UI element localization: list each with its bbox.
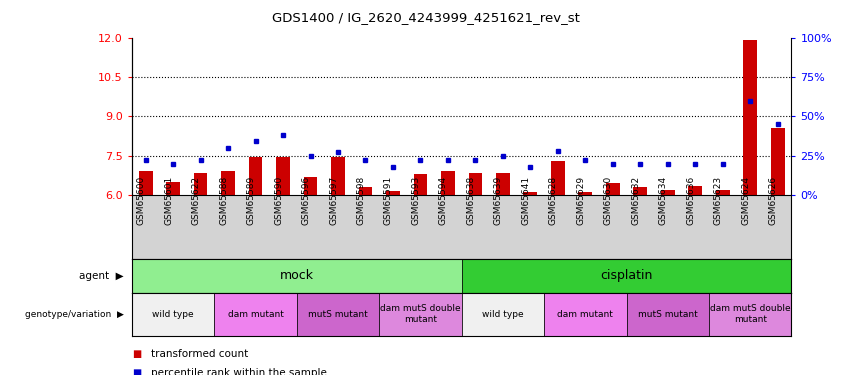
Text: GSM65623: GSM65623 bbox=[714, 176, 722, 225]
Text: GSM65626: GSM65626 bbox=[768, 176, 778, 225]
Text: GSM65639: GSM65639 bbox=[494, 176, 503, 225]
Text: wild type: wild type bbox=[152, 310, 194, 319]
Text: GSM65600: GSM65600 bbox=[137, 176, 146, 225]
Bar bbox=[469, 173, 483, 195]
Bar bbox=[194, 173, 208, 195]
Bar bbox=[277, 157, 290, 195]
Bar bbox=[331, 157, 345, 195]
Text: wild type: wild type bbox=[482, 310, 523, 319]
Bar bbox=[579, 192, 592, 195]
Text: GSM65634: GSM65634 bbox=[659, 176, 668, 225]
Text: dam mutant: dam mutant bbox=[227, 310, 283, 319]
Bar bbox=[297, 292, 380, 336]
Text: GSM65632: GSM65632 bbox=[631, 176, 640, 225]
Bar bbox=[386, 191, 400, 195]
Text: dam mutS double
mutant: dam mutS double mutant bbox=[380, 304, 460, 324]
Text: GSM65594: GSM65594 bbox=[439, 176, 448, 225]
Bar bbox=[626, 292, 709, 336]
Text: GSM65596: GSM65596 bbox=[301, 176, 311, 225]
Bar bbox=[132, 259, 461, 292]
Text: mutS mutant: mutS mutant bbox=[638, 310, 698, 319]
Text: GSM65628: GSM65628 bbox=[549, 176, 558, 225]
Bar bbox=[441, 171, 454, 195]
Bar bbox=[248, 157, 262, 195]
Text: percentile rank within the sample: percentile rank within the sample bbox=[151, 368, 327, 375]
Bar bbox=[709, 292, 791, 336]
Text: GSM65636: GSM65636 bbox=[686, 176, 695, 225]
Bar bbox=[523, 192, 537, 195]
Bar bbox=[633, 187, 647, 195]
Bar bbox=[661, 190, 675, 195]
Text: dam mutant: dam mutant bbox=[557, 310, 614, 319]
Bar bbox=[461, 259, 791, 292]
Bar bbox=[358, 187, 373, 195]
Text: GSM65593: GSM65593 bbox=[411, 176, 420, 225]
Text: GSM65641: GSM65641 bbox=[522, 176, 530, 225]
Text: agent  ▶: agent ▶ bbox=[79, 271, 123, 280]
Bar bbox=[606, 183, 620, 195]
Bar bbox=[380, 292, 462, 336]
Bar bbox=[544, 292, 626, 336]
Bar bbox=[716, 190, 729, 195]
Bar bbox=[461, 292, 544, 336]
Bar bbox=[139, 171, 152, 195]
Text: GSM65598: GSM65598 bbox=[357, 176, 365, 225]
Bar bbox=[688, 186, 702, 195]
Text: GDS1400 / IG_2620_4243999_4251621_rev_st: GDS1400 / IG_2620_4243999_4251621_rev_st bbox=[271, 11, 580, 24]
Text: GSM65590: GSM65590 bbox=[274, 176, 283, 225]
Text: GSM65589: GSM65589 bbox=[247, 176, 255, 225]
Bar bbox=[214, 292, 297, 336]
Bar bbox=[496, 173, 510, 195]
Text: GSM65601: GSM65601 bbox=[164, 176, 173, 225]
Text: GSM65638: GSM65638 bbox=[466, 176, 476, 225]
Text: GSM65597: GSM65597 bbox=[329, 176, 338, 225]
Bar bbox=[743, 40, 757, 195]
Bar bbox=[132, 292, 214, 336]
Text: GSM65624: GSM65624 bbox=[741, 176, 751, 225]
Text: GSM65629: GSM65629 bbox=[576, 176, 585, 225]
Text: GSM65630: GSM65630 bbox=[604, 176, 613, 225]
Text: dam mutS double
mutant: dam mutS double mutant bbox=[710, 304, 791, 324]
Text: transformed count: transformed count bbox=[151, 350, 248, 359]
Text: mutS mutant: mutS mutant bbox=[308, 310, 368, 319]
Text: GSM65591: GSM65591 bbox=[384, 176, 393, 225]
Bar bbox=[771, 128, 785, 195]
Bar bbox=[166, 182, 180, 195]
Bar bbox=[221, 171, 235, 195]
Text: ■: ■ bbox=[132, 368, 141, 375]
Text: cisplatin: cisplatin bbox=[600, 269, 653, 282]
Bar bbox=[304, 177, 317, 195]
Text: genotype/variation  ▶: genotype/variation ▶ bbox=[25, 310, 123, 319]
Bar bbox=[551, 161, 565, 195]
Text: ■: ■ bbox=[132, 350, 141, 359]
Text: GSM65622: GSM65622 bbox=[191, 176, 201, 225]
Text: GSM65588: GSM65588 bbox=[219, 176, 228, 225]
Bar bbox=[414, 174, 427, 195]
Text: mock: mock bbox=[280, 269, 314, 282]
